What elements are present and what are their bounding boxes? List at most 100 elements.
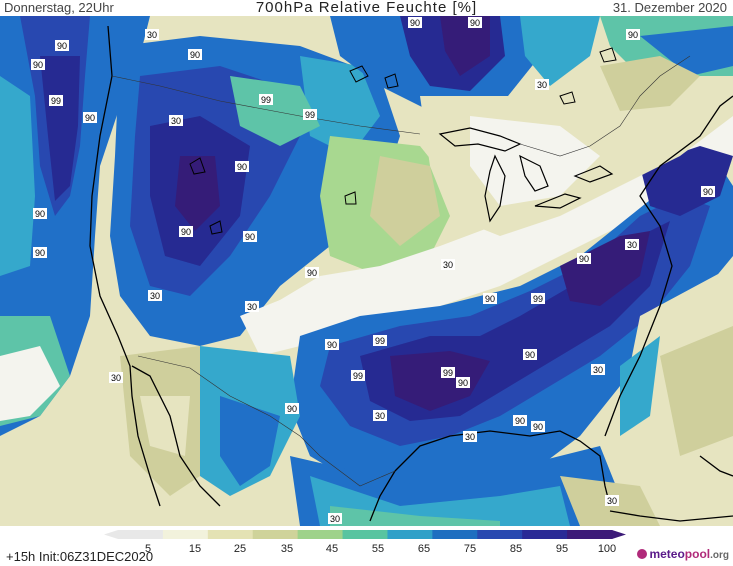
svg-text:90: 90 [533,422,543,432]
contour-label: 99 [49,95,63,106]
contour-label: 90 [577,253,591,264]
svg-text:90: 90 [628,30,638,40]
contour-label: 90 [531,421,545,432]
contour-label: 99 [259,94,273,105]
legend-swatch [118,530,164,539]
humidity-map: 90 30 90 90 99 90 30 99 99 90 90 30 90 90 90 90 90 30 30 90… [0,16,733,526]
contour-label: 30 [328,513,342,524]
contour-label: 30 [148,290,162,301]
legend-tick: 35 [281,543,293,555]
legend-tick: 55 [372,543,384,555]
meteopool-logo[interactable]: meteopool.org [637,547,729,561]
contour-label: 90 [188,49,202,60]
great-lakes [438,127,614,223]
svg-text:90: 90 [470,18,480,28]
contour-label: 99 [373,335,387,346]
svg-text:90: 90 [485,294,495,304]
svg-text:30: 30 [147,30,157,40]
legend-swatch [567,530,613,539]
legend-arrow-left [104,530,118,539]
legend-tick: 100 [598,543,616,555]
contour-label: 90 [243,231,257,242]
forecast-day-time: Donnerstag, 22Uhr [4,0,114,15]
legend-arrow-right [612,530,626,539]
contour-label: 90 [325,339,339,350]
svg-text:30: 30 [375,411,385,421]
contour-label: 90 [513,415,527,426]
contour-label: 30 [169,115,183,126]
svg-text:90: 90 [458,378,468,388]
contour-label: 99 [441,367,455,378]
svg-text:30: 30 [330,514,340,524]
logo-icon [637,549,648,559]
legend-swatch [522,530,568,539]
contour-label: 99 [531,293,545,304]
legend-tick: 25 [234,543,246,555]
svg-text:30: 30 [111,373,121,383]
svg-text:90: 90 [579,254,589,264]
forecast-date: 31. Dezember 2020 [612,0,727,15]
contour-label: 30 [373,410,387,421]
legend-swatch [207,530,254,539]
map-title: 700hPa Relative Feuchte [%] [255,0,478,16]
svg-text:90: 90 [410,18,420,28]
svg-text:90: 90 [307,268,317,278]
contour-label: 90 [456,377,470,388]
contour-label: 90 [408,17,422,28]
humidity-fields [0,16,733,526]
init-time: +15h Init:06Z31DEC2020 [6,549,154,564]
coastlines [89,25,733,522]
svg-text:99: 99 [51,96,61,106]
svg-text:30: 30 [537,80,547,90]
contour-label: 30 [463,431,477,442]
legend-swatch [162,530,209,539]
legend-swatch [387,530,433,539]
legend-tick: 65 [418,543,430,555]
borders [111,55,691,487]
legend-tick: 75 [464,543,476,555]
legend-colorbar [104,530,626,539]
contour-label: 30 [441,259,455,270]
contour-label: 99 [303,109,317,120]
svg-text:99: 99 [533,294,543,304]
svg-text:99: 99 [443,368,453,378]
svg-text:90: 90 [57,41,67,51]
legend-swatch [477,530,523,539]
svg-text:90: 90 [327,340,337,350]
svg-text:30: 30 [593,365,603,375]
header-bar: Donnerstag, 22Uhr 700hPa Relative Feucht… [0,0,733,16]
contour-label: 90 [31,59,45,70]
contour-label: 90 [179,226,193,237]
islands [189,47,617,235]
legend-swatch [432,530,478,539]
svg-text:99: 99 [353,371,363,381]
svg-text:90: 90 [287,404,297,414]
contour-label: 30 [109,372,123,383]
svg-text:99: 99 [375,336,385,346]
svg-text:90: 90 [703,187,713,197]
contour-label: 99 [351,370,365,381]
svg-text:30: 30 [171,116,181,126]
legend-swatch [342,530,388,539]
contour-label: 90 [33,208,47,219]
svg-text:30: 30 [465,432,475,442]
contour-labels: 90 30 90 90 99 90 30 99 99 90 90 30 90 90 90 90 90 30 30 90… [31,17,715,524]
legend-tick: 45 [326,543,338,555]
svg-text:90: 90 [525,350,535,360]
contour-label: 90 [55,40,69,51]
contour-label: 30 [605,495,619,506]
color-legend: 5 15 25 35 45 55 65 75 85 95 100 [0,526,733,566]
svg-text:90: 90 [245,232,255,242]
contour-label: 90 [468,17,482,28]
svg-text:90: 90 [181,227,191,237]
legend-tick: 5 [145,543,151,555]
svg-text:30: 30 [247,302,257,312]
contour-label: 30 [591,364,605,375]
legend-swatch [297,530,344,539]
contour-label: 90 [33,247,47,258]
contour-label: 90 [523,349,537,360]
contour-label: 90 [285,403,299,414]
contour-label: 90 [626,29,640,40]
svg-text:30: 30 [627,240,637,250]
legend-tick: 85 [510,543,522,555]
